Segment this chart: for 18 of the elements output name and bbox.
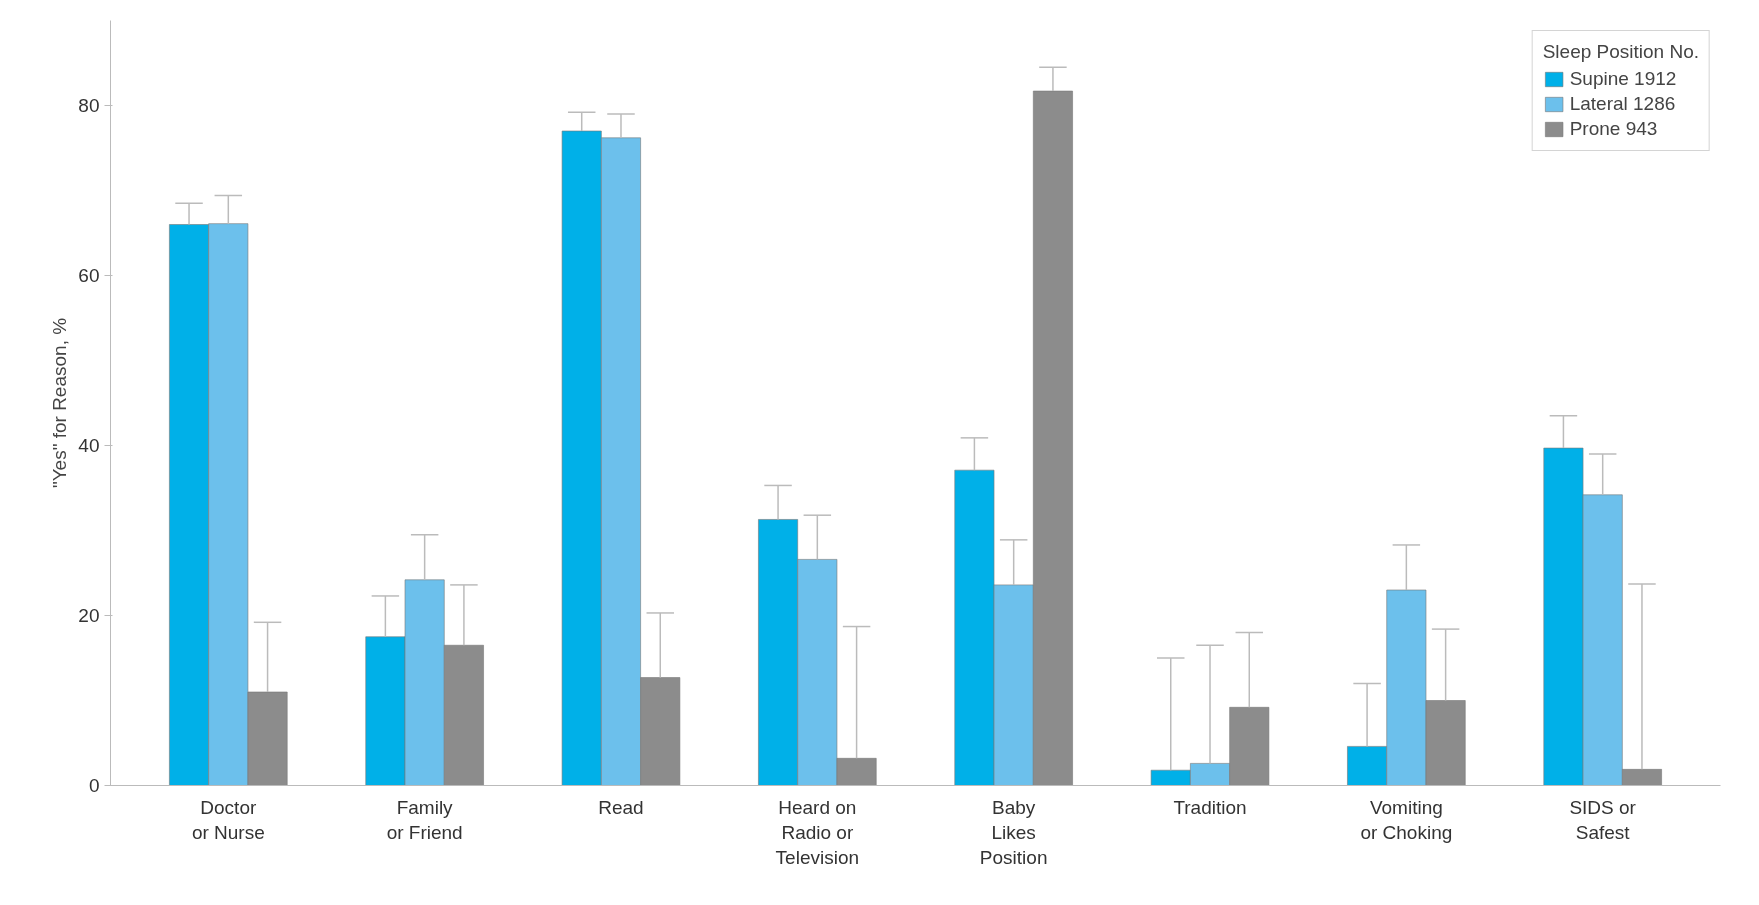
x-tick-label: Family or Friend [386,796,463,843]
legend-label: Supine 1912 [1569,68,1677,90]
x-tick-label: Read [598,796,644,818]
x-tick-label: Vomiting or Choking [1360,796,1453,843]
y-axis-title: "Yes" for Reason, % [49,317,71,489]
y-tick-label: 60 [78,265,100,286]
y-tick-label: 20 [78,605,100,626]
x-tick-label: Baby Likes Position [979,796,1048,868]
x-tick-label: Tradition [1173,796,1247,818]
legend-title: Sleep Position No. [1542,41,1699,63]
y-tick-label: 40 [78,435,100,456]
legend-label: Prone 943 [1569,118,1658,140]
legend-label: Lateral 1286 [1569,93,1676,115]
x-tick-label: Doctor or Nurse [191,796,265,843]
y-tick-label: 0 [88,775,100,796]
x-tick-label: SIDS or Safest [1569,796,1637,843]
y-tick-label: 80 [78,95,100,116]
x-tick-label: Heard on Radio or Television [775,796,860,868]
